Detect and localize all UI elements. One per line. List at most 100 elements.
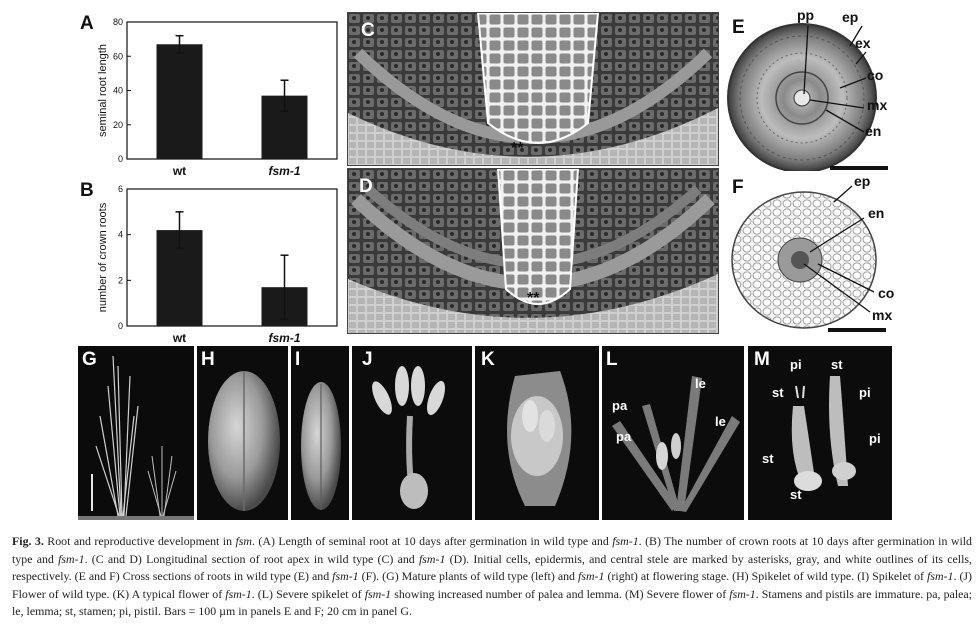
panel-j-flower-wild-type-photo: J (352, 346, 472, 520)
panel-k-flower-fsm1-photo: K (475, 346, 599, 520)
x-tick-label: wt (172, 164, 186, 178)
label-st: st (790, 487, 802, 502)
panel-label-k: K (481, 349, 495, 370)
caption-text: showing increased number of palea and le… (391, 586, 730, 601)
root-cross-section-fsm1 (731, 185, 886, 332)
root-apex-wild-type-illustration (348, 13, 718, 165)
label-mx: mx (867, 97, 888, 113)
spikelet-illustration (301, 382, 341, 510)
label-ep: ep (842, 9, 859, 25)
label-st: st (772, 385, 784, 400)
caption-text: . (B) The number of crown roots at 10 da… (12, 534, 972, 566)
caption-gene: fsm-1 (927, 569, 954, 584)
label-pa: pa (612, 398, 628, 413)
caption-gene: fsm-1 (419, 551, 446, 566)
caption-gene: fsm-1 (364, 586, 392, 601)
flower-organs-illustration (791, 376, 856, 491)
bar (156, 44, 203, 160)
y-tick-label: 2 (118, 275, 123, 285)
panel-label-h: H (201, 349, 215, 370)
caption-text: (D). Initial cells, epidermis, and centr… (12, 551, 973, 584)
y-axis-label: seminal root length (97, 44, 109, 137)
x-tick-label: fsm-1 (268, 164, 300, 178)
label-pi: pi (859, 385, 871, 400)
y-tick-label: 0 (118, 321, 123, 331)
plot-frame (126, 188, 338, 327)
panel-label-m: M (754, 349, 770, 370)
label-mx: mx (872, 307, 893, 323)
caption-gene: fsm-1 (332, 569, 359, 584)
root-cross-section-wild-type (727, 23, 888, 171)
plants-illustration (78, 355, 194, 520)
panel-d-micrograph: D ** (347, 168, 719, 334)
label-ex: ex (855, 35, 871, 51)
root-apex-fsm1-illustration (348, 169, 718, 333)
panel-label-f: F (732, 177, 744, 198)
y-tick-label: 80 (113, 17, 123, 27)
label-st: st (762, 451, 774, 466)
panel-label-l: L (606, 349, 618, 370)
y-tick-label: 20 (113, 120, 123, 130)
figure-caption: Fig. 3. Root and reproductive developmen… (12, 533, 972, 621)
panel-e-cross-section: E pp ep ex co mx en (722, 6, 972, 171)
label-pa: pa (616, 429, 632, 444)
caption-text: (right) at flowering stage. (H) Spikelet… (604, 569, 928, 584)
y-tick-label: 40 (113, 86, 123, 96)
y-tick-label: 60 (113, 51, 123, 61)
label-ep: ep (854, 173, 871, 189)
flower-illustration (507, 371, 572, 506)
caption-gene: fsm-1 (58, 551, 85, 566)
panel-l-severe-spikelet-photo: L le le pa pa (602, 346, 744, 520)
panel-label-d: D (359, 176, 373, 197)
panel-label-g: G (82, 349, 97, 370)
caption-text: . (C and D) Longitudinal section of root… (84, 551, 419, 566)
initial-cells-asterisks: ** (511, 140, 524, 157)
caption-gene: fsm-1 (729, 586, 756, 601)
label-pp: pp (797, 7, 815, 23)
caption-gene: fsm (235, 534, 253, 548)
label-pi: pi (869, 431, 881, 446)
y-axis-label: number of crown roots (97, 202, 109, 312)
caption-text: . (J) Flower of wild type. (K) A typical… (12, 569, 972, 601)
panel-i-spikelet-fsm1-photo: I (291, 346, 349, 520)
x-tick-label: wt (172, 331, 186, 345)
panel-label-e: E (732, 17, 745, 38)
label-co: co (867, 67, 884, 83)
panel-c-micrograph: C ** (347, 12, 719, 166)
label-en: en (868, 205, 885, 221)
panel-label-b: B (80, 180, 94, 201)
label-st: st (831, 357, 843, 372)
label-co: co (878, 285, 895, 301)
chart-seminal-root-length: 0 20 40 60 80 seminal root length wt fsm-1 (97, 17, 338, 178)
caption-text: (F). (G) Mature plants of wild type (lef… (358, 569, 579, 584)
y-tick-label: 4 (118, 230, 123, 240)
panel-label-a: A (80, 13, 94, 34)
caption-text: . Stamens and pistils are immature. pa, … (12, 586, 972, 619)
panel-m-severe-flower-photo: M pi st st pi pi st st (748, 346, 892, 520)
label-le: le (695, 376, 706, 391)
x-tick-label: fsm-1 (268, 331, 300, 345)
panel-f-cross-section: F ep en co mx (722, 172, 972, 337)
panel-label-c: C (361, 20, 375, 41)
panel-label-j: J (362, 349, 373, 370)
label-en: en (865, 123, 882, 139)
label-le: le (715, 414, 726, 429)
chart-number-of-crown-roots: 0 2 4 6 number of crown roots wt fsm-1 (97, 184, 338, 345)
flower-illustration (372, 366, 446, 509)
y-tick-label: 0 (118, 154, 123, 164)
caption-gene: fsm-1 (578, 569, 605, 584)
label-pi: pi (790, 357, 802, 372)
caption-gene: fsm-1 (225, 586, 252, 601)
y-tick-label: 6 (118, 184, 123, 194)
caption-text: . (A) Length of seminal root at 10 days … (252, 534, 613, 548)
caption-gene: fsm-1 (612, 534, 639, 548)
panel-label-i: I (295, 349, 301, 370)
caption-fig-number: Fig. 3. (12, 534, 44, 548)
caption-text: Root and reproductive development in (43, 534, 236, 548)
panel-g-mature-plants-photo: G (78, 346, 194, 520)
panel-h-spikelet-wild-type-photo: H (197, 346, 288, 520)
spikelet-illustration (612, 376, 740, 512)
spikelet-illustration (208, 371, 280, 511)
initial-cells-asterisks: ** (527, 290, 540, 307)
caption-text: . (L) Severe spikelet of (251, 586, 365, 601)
